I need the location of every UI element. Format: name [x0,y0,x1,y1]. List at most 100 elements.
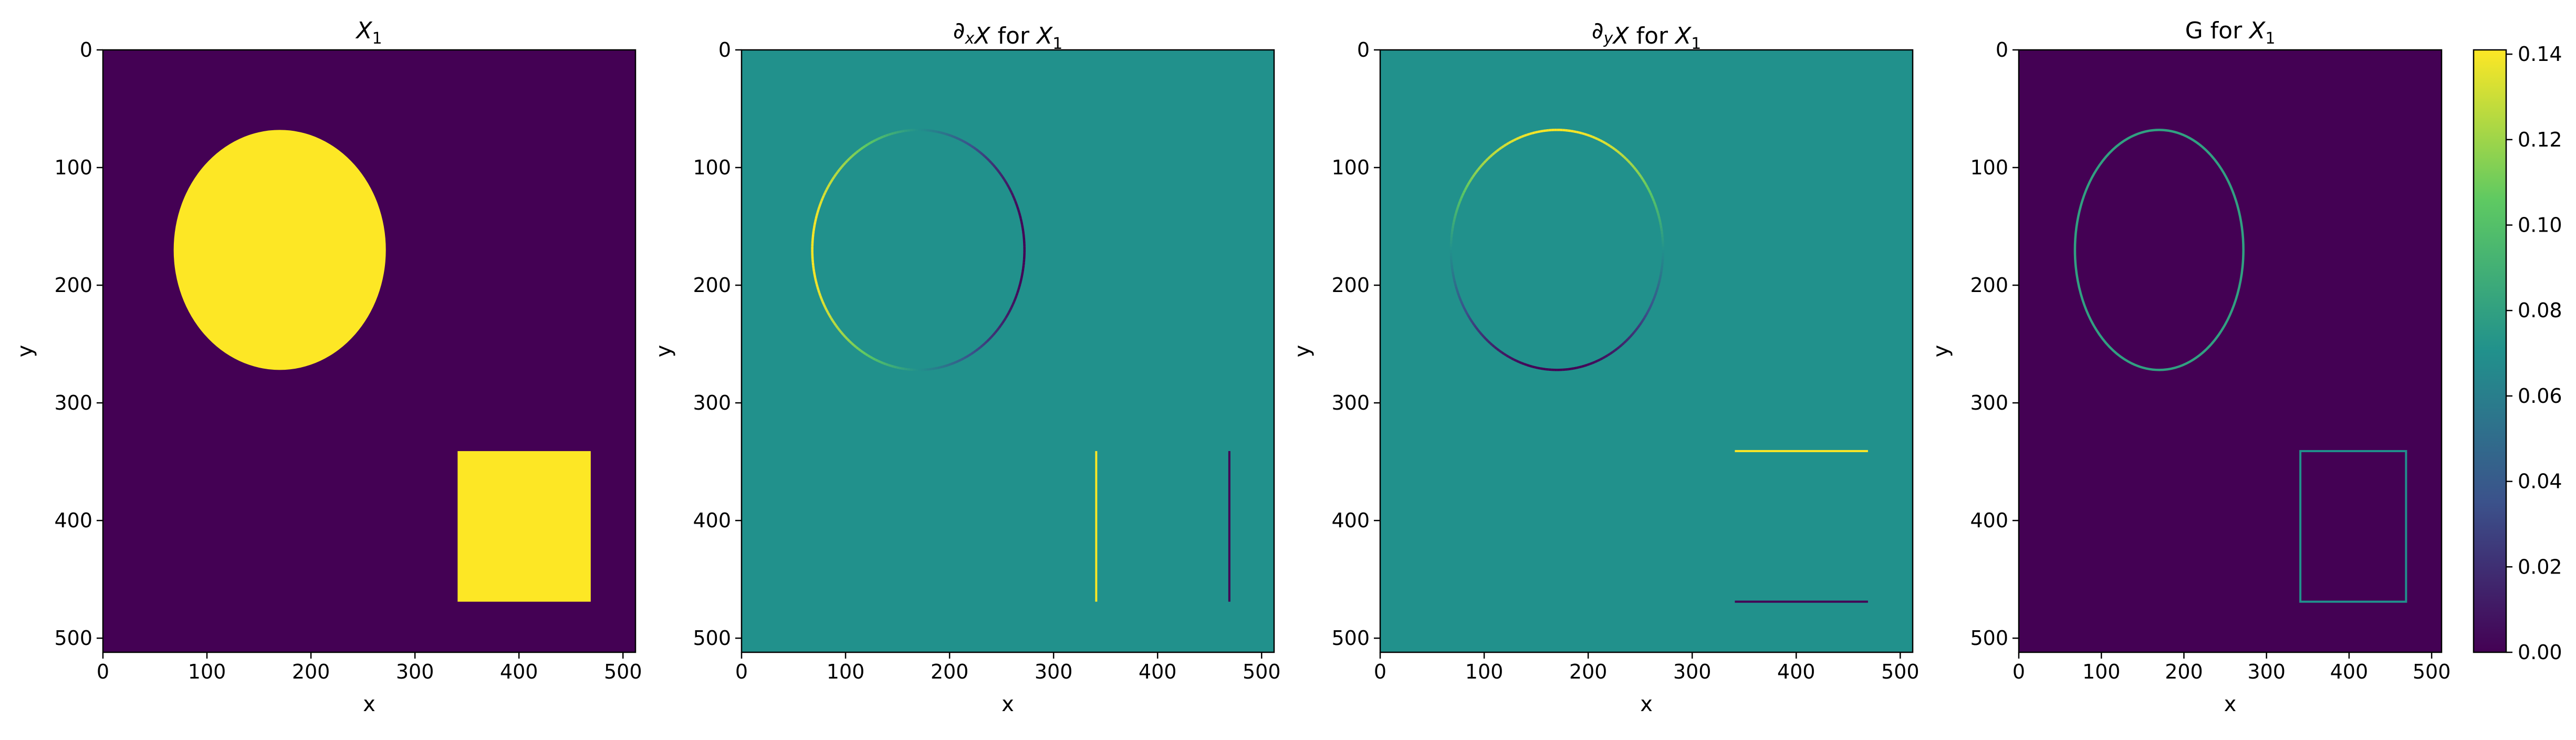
edge-segment [1584,132,1588,136]
edge-segment [1649,192,1653,196]
y-tick-label: 300 [54,391,92,414]
edge-segment [862,145,866,149]
x-tick-label: 200 [1569,660,1608,683]
edge-segment [1460,195,1464,199]
edge-segment [812,224,816,228]
edge-segment [1660,268,1663,272]
edge-segment [817,289,821,294]
edge-segment [1616,150,1620,154]
x-tick-label: 400 [1139,660,1177,683]
y-tick-label: 400 [54,509,92,532]
x-tick-label: 300 [396,660,434,683]
edge-segment [1456,289,1459,294]
heatmap-rect [457,451,591,602]
x-axis-label: x [363,692,376,716]
edge-segment [982,153,986,158]
x-tick-label: 500 [604,660,642,683]
edge-segment [1640,319,1644,324]
edge-segment [996,169,1000,173]
axes-frame [1379,49,1914,653]
edge-segment [1647,306,1652,311]
y-tick-label: 200 [693,274,731,297]
edge-segment [966,142,970,145]
edge-segment [1473,171,1477,175]
edge-segment [880,136,884,139]
y-axis-label: y [652,345,676,358]
edge-segment [864,352,869,357]
edge-segment [1468,179,1473,183]
edge-segment [1454,284,1457,288]
edge-segment [1627,336,1631,340]
edge-segment [899,367,902,370]
axes-frame [741,49,1275,653]
edge-segment [1013,298,1017,303]
edge-segment [874,358,879,362]
edge-segment [835,325,839,329]
edge-segment [880,361,884,364]
edge-segment [824,189,828,193]
edge-segment [963,356,967,360]
edge-segment [977,150,982,154]
edge-segment [1485,338,1489,342]
edge-segment [1621,153,1625,158]
y-tick-label: 0 [1996,38,2008,61]
y-tick-label: 100 [1331,156,1370,179]
edge-segment [877,359,881,363]
edge-segment [1625,338,1629,342]
edge-segment [830,317,834,321]
edge-segment [1636,171,1641,175]
edge-segment [860,349,864,353]
edge-segment [1483,336,1487,340]
colorbar-gradient [2474,50,2506,652]
edge-segment [996,327,1000,331]
edge-segment [1618,152,1623,156]
edge-segment [864,143,869,147]
edge-segment [882,362,887,366]
edge-segment [812,272,816,275]
edge-segment [961,139,965,143]
edge-segment [888,363,892,367]
x-tick-label: 300 [2247,660,2286,683]
edge-segment [1005,181,1009,185]
y-tick-label: 0 [80,38,92,61]
edge-segment [977,346,982,350]
edge-segment [1640,176,1644,180]
edge-segment [831,176,836,180]
edge-segment [862,351,866,355]
edge-segment [990,333,995,338]
edge-segment [1516,137,1520,140]
x-tick-label: 400 [1777,660,1816,683]
edge-segment [1464,186,1468,191]
edge-segment [827,184,831,188]
edge-segment [1579,131,1582,134]
x-tick-label: 500 [2413,660,2451,683]
edge-segment [827,312,831,316]
edge-segment [1481,162,1485,166]
y-tick-label: 0 [718,38,731,61]
edge-segment [816,286,820,290]
edge-segment [838,166,842,171]
colorbar-tick-label: 0.04 [2518,470,2562,493]
edge-segment [1481,333,1485,338]
edge-segment [1457,295,1462,299]
edge-segment [1576,366,1580,369]
panel-title: G for X1 [2185,17,2276,48]
heatmap-background [742,50,1274,652]
edge-segment [819,295,823,299]
edge-segment [948,133,952,137]
edge-segment [1451,268,1454,272]
panel-title: ∂yX for X1 [1592,17,1701,53]
x-tick-label: 200 [931,660,969,683]
edge-segment [1650,195,1654,199]
y-tick-label: 200 [1331,274,1370,297]
edge-segment [1645,184,1649,188]
edge-segment [1518,361,1522,364]
edge-segment [926,368,930,371]
edge-segment [1654,292,1657,297]
edge-segment [1508,140,1512,144]
edge-segment [818,203,822,207]
edge-segment [951,134,954,138]
edge-segment [1017,209,1020,213]
edge-segment [1459,197,1463,202]
edge-segment [1633,166,1637,171]
